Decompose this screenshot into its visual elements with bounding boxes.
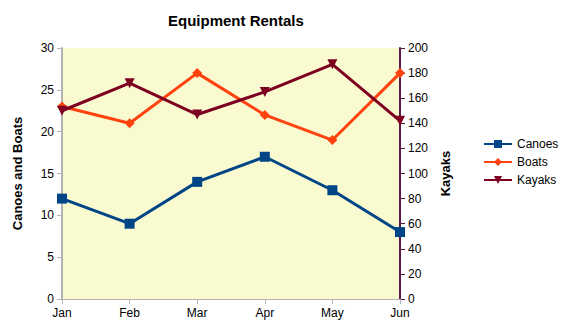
svg-text:Boats: Boats (517, 155, 548, 169)
svg-text:15: 15 (41, 167, 55, 181)
svg-text:20: 20 (41, 125, 55, 139)
svg-text:180: 180 (408, 66, 428, 80)
svg-text:80: 80 (408, 192, 422, 206)
svg-text:30: 30 (41, 41, 55, 55)
svg-text:Equipment Rentals: Equipment Rentals (168, 12, 304, 29)
svg-text:5: 5 (47, 250, 54, 264)
svg-text:20: 20 (408, 267, 422, 281)
svg-text:0: 0 (47, 292, 54, 306)
svg-text:140: 140 (408, 116, 428, 130)
svg-text:100: 100 (408, 167, 428, 181)
svg-text:Kayaks: Kayaks (438, 151, 453, 197)
svg-text:Apr: Apr (255, 306, 274, 320)
svg-text:25: 25 (41, 83, 55, 97)
svg-text:Jun: Jun (390, 306, 409, 320)
svg-text:Jan: Jan (52, 306, 71, 320)
svg-text:May: May (321, 306, 344, 320)
svg-text:Feb: Feb (119, 306, 140, 320)
svg-text:Mar: Mar (187, 306, 208, 320)
svg-text:0: 0 (408, 292, 415, 306)
svg-text:Kayaks: Kayaks (517, 173, 556, 187)
svg-text:Canoes and Boats: Canoes and Boats (10, 117, 25, 230)
svg-text:40: 40 (408, 242, 422, 256)
svg-text:Canoes: Canoes (517, 137, 558, 151)
svg-text:200: 200 (408, 41, 428, 55)
svg-text:60: 60 (408, 217, 422, 231)
svg-text:120: 120 (408, 141, 428, 155)
svg-text:160: 160 (408, 91, 428, 105)
svg-text:10: 10 (41, 208, 55, 222)
